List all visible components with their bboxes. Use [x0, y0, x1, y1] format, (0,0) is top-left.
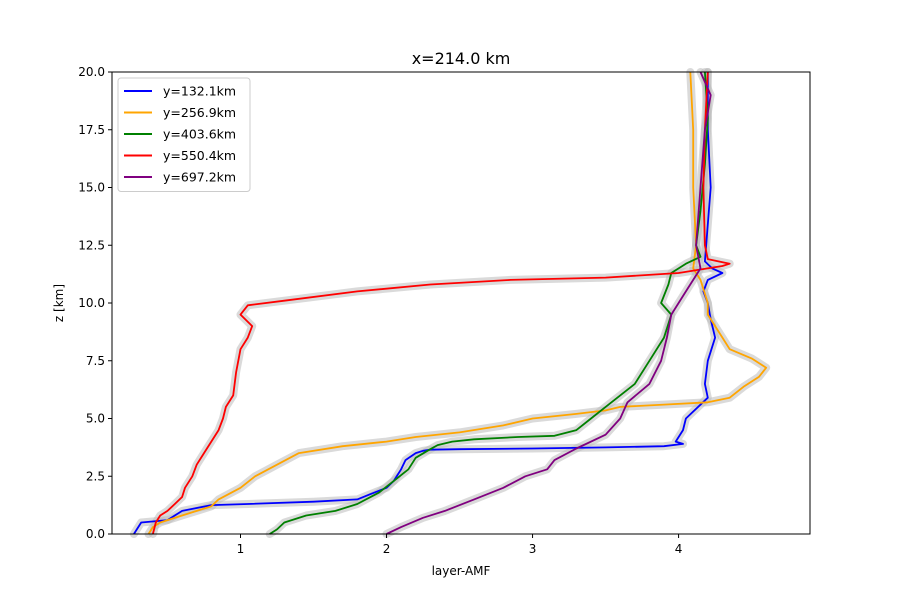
- legend-label-2: y=256.9km: [163, 105, 236, 120]
- y-tick-label: 5.0: [86, 412, 105, 426]
- x-tick-label: 2: [383, 542, 391, 556]
- y-axis: 0.0 2.5 5.0 7.5 10.0 12.5 15.0 17.5 20.0: [78, 65, 112, 541]
- y-tick-label: 17.5: [78, 123, 105, 137]
- legend-label-4: y=550.4km: [163, 148, 236, 163]
- series-line-4: [152, 71, 731, 535]
- series-lines: [133, 71, 768, 535]
- x-axis-label: layer-AMF: [432, 564, 491, 578]
- legend-label-5: y=697.2km: [163, 170, 236, 185]
- x-tick-label: 1: [237, 542, 245, 556]
- chart-title: x=214.0 km: [412, 49, 511, 68]
- legend-label-1: y=132.1km: [163, 84, 236, 99]
- y-tick-label: 10.0: [78, 296, 105, 310]
- legend-label-3: y=403.6km: [163, 127, 236, 142]
- y-tick-label: 0.0: [86, 527, 105, 541]
- series-line-1: [133, 72, 724, 535]
- y-tick-label: 15.0: [78, 181, 105, 195]
- y-tick-label: 12.5: [78, 238, 105, 252]
- series-line-2: [147, 71, 768, 535]
- y-tick-label: 7.5: [86, 354, 105, 368]
- legend-box: [117, 77, 251, 192]
- y-axis-label: z [km]: [52, 284, 66, 322]
- series-line-5: [386, 71, 712, 535]
- x-tick-label: 4: [675, 542, 683, 556]
- series-line-3: [269, 71, 709, 535]
- y-tick-label: 2.5: [86, 469, 105, 483]
- x-tick-label: 3: [529, 542, 537, 556]
- y-tick-label: 20.0: [78, 65, 105, 79]
- x-axis: 1 2 3 4: [237, 534, 683, 556]
- legend: y=132.1km y=256.9km y=403.6km y=550.4km y=69…: [117, 77, 251, 192]
